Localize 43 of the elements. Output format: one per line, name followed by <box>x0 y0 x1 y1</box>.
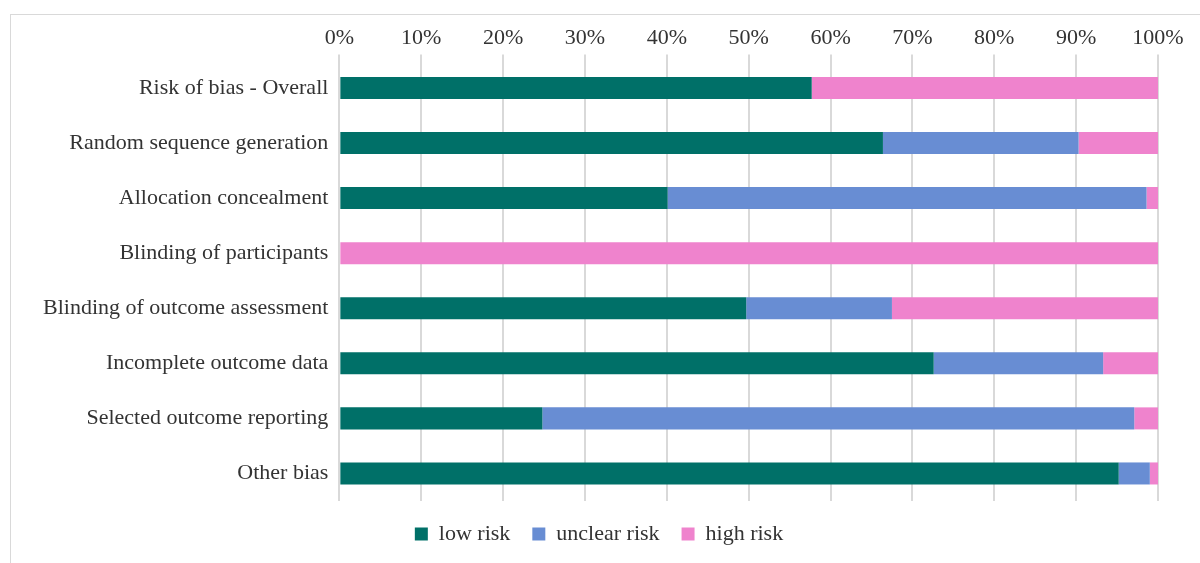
bar <box>340 297 747 320</box>
y-tick-label: Selected outcome reporting <box>86 404 329 430</box>
bar <box>1146 187 1158 210</box>
x-tick-label: 90% <box>1055 23 1097 49</box>
x-tick-label: 10% <box>401 23 442 49</box>
x-tick-label: 30% <box>564 23 606 49</box>
x-tick-label: 20% <box>482 23 524 49</box>
y-tick-label: Random sequence generation <box>69 128 329 154</box>
legend-label: unclear risk <box>556 519 660 545</box>
legend-label: high risk <box>705 519 784 545</box>
bar <box>340 352 934 375</box>
bar <box>340 462 1119 485</box>
x-tick-label: 80% <box>974 23 1015 49</box>
bar <box>1149 462 1158 485</box>
bar <box>340 187 668 210</box>
bar <box>933 352 1104 375</box>
bar <box>1078 132 1158 155</box>
bar <box>340 76 812 99</box>
y-tick-label: Blinding of outcome assessment <box>43 294 329 320</box>
x-tick-label: 50% <box>728 23 769 49</box>
x-tick-label: 0% <box>324 23 355 49</box>
bar <box>1103 352 1158 375</box>
x-tick-label: 60% <box>810 23 851 49</box>
y-tick-label: Risk of bias - Overall <box>138 73 329 99</box>
bar <box>811 76 1158 99</box>
bar <box>1134 407 1158 430</box>
bar <box>891 297 1158 320</box>
legend-label: low risk <box>438 519 511 545</box>
y-tick-label: Allocation concealment <box>118 183 329 209</box>
x-tick-label: 40% <box>646 23 687 49</box>
bar <box>882 132 1079 155</box>
bar <box>542 407 1135 430</box>
bar <box>667 187 1147 210</box>
bar <box>1118 462 1150 485</box>
bar <box>340 407 543 430</box>
bar <box>340 132 883 155</box>
bar <box>746 297 892 320</box>
y-tick-label: Blinding of participants <box>119 238 329 264</box>
y-tick-label: Incomplete outcome data <box>106 349 329 375</box>
x-tick-label: 100% <box>1132 23 1184 49</box>
bar <box>340 242 1158 265</box>
x-tick-label: 70% <box>892 23 933 49</box>
y-tick-label: Other bias <box>237 459 329 485</box>
